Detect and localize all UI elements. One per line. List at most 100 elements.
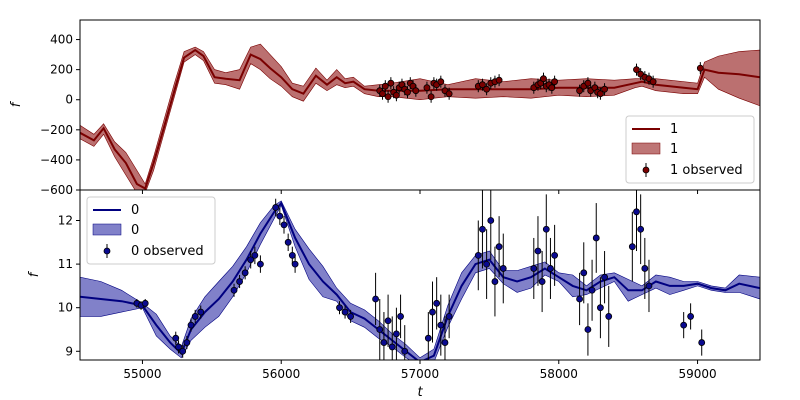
bottom-observed-marker [534, 247, 542, 255]
bottom-observed-point [397, 294, 404, 339]
bottom-observed-marker [641, 265, 649, 272]
top-legend-band-swatch [631, 142, 661, 155]
top-legend: 1 1 1 observed [625, 115, 755, 184]
top-y-tick-label: −400 [40, 153, 73, 167]
bottom-observed-marker [397, 313, 404, 320]
bottom-observed-point [236, 275, 243, 289]
top-legend-marker-swatch [642, 166, 650, 174]
bottom-y-axis-label: f [27, 270, 42, 277]
bottom-observed-point [433, 277, 441, 330]
bottom-observed-point [542, 194, 550, 265]
bottom-observed-marker [336, 304, 343, 312]
top-observed-point [584, 77, 592, 90]
bottom-observed-marker [247, 256, 255, 264]
bottom-observed-marker [698, 339, 706, 346]
bottom-observed-point [576, 272, 583, 326]
bottom-observed-point [597, 277, 604, 339]
top-observed-layer [376, 62, 704, 103]
bottom-observed-marker [637, 225, 645, 233]
bottom-observed-marker [257, 260, 264, 268]
bottom-observed-marker [499, 265, 507, 272]
bottom-observed-point [241, 266, 249, 280]
bottom-observed-marker [284, 238, 292, 246]
bottom-observed-marker [341, 308, 349, 316]
bottom-observed-marker [372, 295, 379, 303]
bottom-legend-entry-mean: 0 [131, 203, 139, 218]
bottom-observed-point [479, 190, 486, 269]
top-observed-marker [445, 90, 453, 98]
top-y-tick-label: −200 [40, 123, 73, 137]
bottom-observed-marker [437, 321, 445, 329]
bottom-observed-point [380, 312, 388, 360]
bottom-observed-marker [179, 347, 187, 355]
bottom-observed-point [401, 325, 409, 360]
bottom-observed-point [499, 233, 507, 304]
bottom-observed-point [687, 303, 695, 330]
bottom-observed-point [441, 316, 449, 360]
bottom-observed-marker [576, 295, 583, 303]
bottom-observed-point [384, 294, 392, 347]
top-observed-point [576, 84, 583, 97]
bottom-observed-point [288, 246, 296, 265]
top-y-tick-label: 0 [65, 93, 73, 107]
bottom-observed-point [172, 331, 180, 345]
bottom-observed-point [628, 211, 636, 282]
bottom-observed-marker [388, 343, 396, 351]
bottom-observed-marker [628, 243, 636, 251]
bottom-observed-point [580, 242, 588, 304]
bottom-observed-point [538, 251, 546, 313]
top-observed-point [393, 89, 400, 102]
top-observed-marker [381, 82, 389, 90]
top-observed-marker [437, 78, 445, 86]
bottom-observed-marker [276, 212, 284, 220]
bottom-legend-band-swatch [92, 223, 122, 236]
top-panel: −600 −400 −200 0 200 400 f 1 1 1 observed [9, 19, 761, 197]
bottom-observed-marker [141, 299, 149, 307]
bottom-observed-marker [347, 313, 355, 320]
bottom-observed-point [388, 316, 396, 360]
bottom-observed-point [191, 309, 199, 323]
bottom-observed-point [592, 203, 600, 273]
bottom-y-tick-label: 9 [65, 344, 73, 358]
top-observed-marker [412, 87, 420, 95]
bottom-legend-marker-swatch [103, 247, 111, 255]
top-observed-marker [576, 87, 583, 95]
bottom-observed-point [601, 251, 608, 304]
top-observed-point [601, 83, 608, 96]
top-observed-marker [483, 85, 491, 93]
top-observed-marker [387, 79, 395, 87]
bottom-legend: 0 0 0 observed [86, 196, 216, 265]
top-observed-marker [696, 64, 704, 72]
top-observed-point [597, 87, 604, 100]
top-observed-point [551, 75, 559, 88]
top-observed-marker [597, 90, 604, 98]
bottom-observed-point [183, 336, 191, 350]
bottom-observed-marker [433, 299, 441, 307]
bottom-observed-marker [474, 251, 482, 259]
bottom-observed-point [680, 312, 688, 339]
bottom-observed-marker [191, 313, 199, 320]
top-observed-marker [427, 93, 435, 101]
bottom-observed-point [633, 190, 640, 252]
bottom-observed-marker [542, 225, 550, 233]
bottom-x-ticks: 55000 56000 57000 58000 59000 [123, 360, 717, 381]
x-axis-label: t [417, 385, 423, 400]
top-observed-point [540, 72, 547, 85]
top-observed-point [427, 90, 435, 103]
bottom-observed-point [251, 246, 259, 265]
bottom-observed-marker [393, 330, 400, 338]
bottom-band-layer [80, 200, 760, 360]
bottom-observed-point [445, 294, 453, 339]
top-observed-point [649, 75, 657, 88]
top-observed-point [445, 87, 453, 100]
bottom-observed-point [393, 307, 400, 360]
bottom-line-layer [80, 201, 760, 360]
bottom-observed-marker [272, 204, 280, 211]
top-legend-entry-band: 1 [670, 142, 678, 157]
top-observed-marker [495, 76, 503, 84]
bottom-observed-marker [280, 221, 288, 229]
bottom-observed-marker [633, 208, 640, 216]
bottom-legend-entry-observed: 0 observed [131, 244, 204, 259]
top-observed-point [423, 81, 431, 94]
